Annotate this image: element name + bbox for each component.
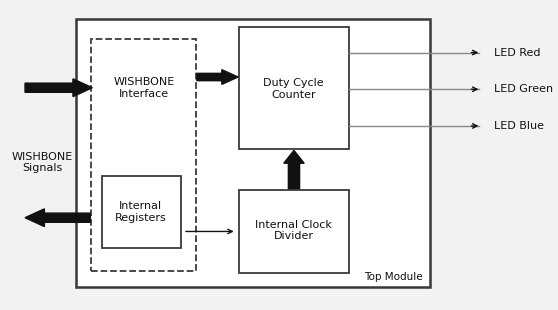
FancyArrow shape: [25, 209, 90, 227]
Text: LED Blue: LED Blue: [494, 121, 544, 131]
Text: Internal Clock
Divider: Internal Clock Divider: [255, 220, 332, 241]
Bar: [76, 19, 430, 286]
Text: Internal
Registers: Internal Registers: [115, 202, 167, 223]
Bar: [239, 27, 349, 149]
FancyArrow shape: [25, 79, 92, 97]
FancyArrow shape: [197, 70, 238, 84]
Text: Top Module: Top Module: [364, 272, 423, 282]
Bar: [239, 190, 349, 273]
Text: Duty Cycle
Counter: Duty Cycle Counter: [263, 78, 324, 100]
Text: LED Green: LED Green: [494, 84, 553, 94]
Text: LED Red: LED Red: [494, 47, 541, 58]
Bar: [102, 176, 181, 248]
Text: WISHBONE
Signals: WISHBONE Signals: [11, 152, 73, 174]
FancyArrow shape: [284, 150, 304, 189]
Text: WISHBONE
Interface: WISHBONE Interface: [113, 77, 175, 99]
Bar: [92, 39, 196, 271]
